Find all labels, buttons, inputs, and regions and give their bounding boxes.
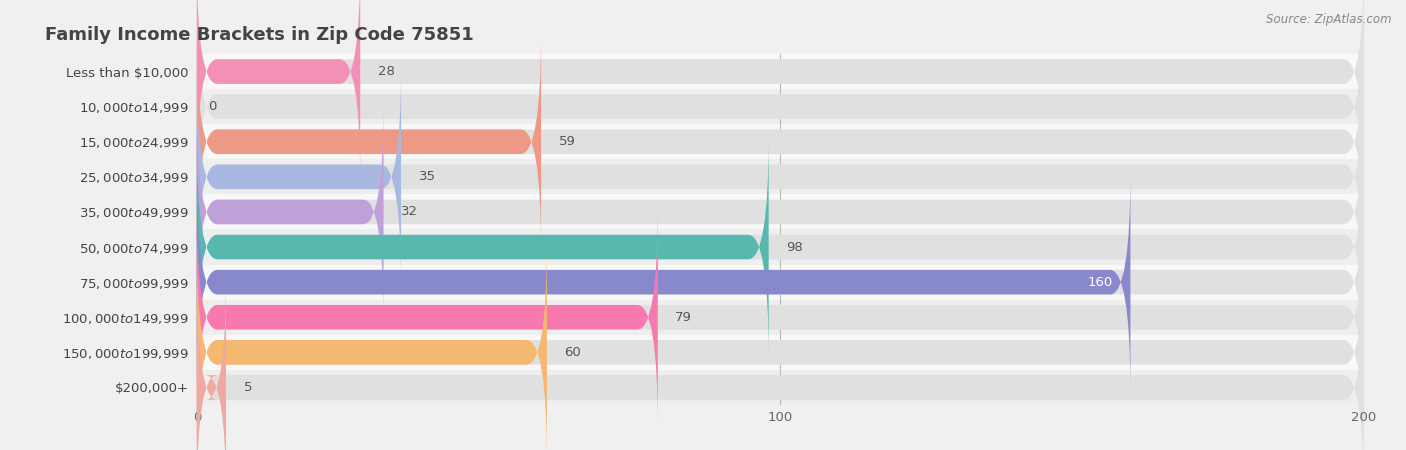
- FancyBboxPatch shape: [197, 159, 1364, 194]
- Text: 79: 79: [675, 311, 692, 324]
- FancyBboxPatch shape: [197, 300, 1364, 335]
- FancyBboxPatch shape: [197, 101, 384, 323]
- Text: 59: 59: [558, 135, 575, 148]
- Text: 5: 5: [243, 381, 252, 394]
- FancyBboxPatch shape: [197, 207, 658, 428]
- Text: 0: 0: [208, 100, 217, 113]
- FancyBboxPatch shape: [197, 31, 1364, 252]
- FancyBboxPatch shape: [197, 124, 1364, 159]
- FancyBboxPatch shape: [197, 265, 1364, 300]
- FancyBboxPatch shape: [197, 136, 1364, 358]
- FancyBboxPatch shape: [197, 171, 1364, 393]
- Text: 28: 28: [378, 65, 395, 78]
- Text: 32: 32: [401, 206, 418, 218]
- FancyBboxPatch shape: [197, 242, 1364, 450]
- Text: Source: ZipAtlas.com: Source: ZipAtlas.com: [1267, 14, 1392, 27]
- FancyBboxPatch shape: [197, 277, 1364, 450]
- FancyBboxPatch shape: [197, 242, 547, 450]
- FancyBboxPatch shape: [197, 0, 360, 182]
- FancyBboxPatch shape: [197, 66, 1364, 288]
- FancyBboxPatch shape: [197, 0, 1364, 182]
- FancyBboxPatch shape: [197, 171, 1130, 393]
- Text: 160: 160: [1088, 276, 1114, 288]
- Text: Family Income Brackets in Zip Code 75851: Family Income Brackets in Zip Code 75851: [45, 26, 474, 44]
- FancyBboxPatch shape: [197, 230, 1364, 265]
- Text: 35: 35: [419, 171, 436, 183]
- FancyBboxPatch shape: [197, 66, 401, 288]
- FancyBboxPatch shape: [197, 89, 1364, 124]
- FancyBboxPatch shape: [197, 277, 226, 450]
- FancyBboxPatch shape: [197, 207, 1364, 428]
- FancyBboxPatch shape: [197, 31, 541, 252]
- Text: 60: 60: [564, 346, 581, 359]
- FancyBboxPatch shape: [197, 0, 1364, 217]
- Text: 98: 98: [786, 241, 803, 253]
- FancyBboxPatch shape: [197, 194, 1364, 230]
- FancyBboxPatch shape: [197, 54, 1364, 89]
- FancyBboxPatch shape: [197, 101, 1364, 323]
- FancyBboxPatch shape: [197, 370, 1364, 405]
- FancyBboxPatch shape: [197, 335, 1364, 370]
- FancyBboxPatch shape: [197, 136, 769, 358]
